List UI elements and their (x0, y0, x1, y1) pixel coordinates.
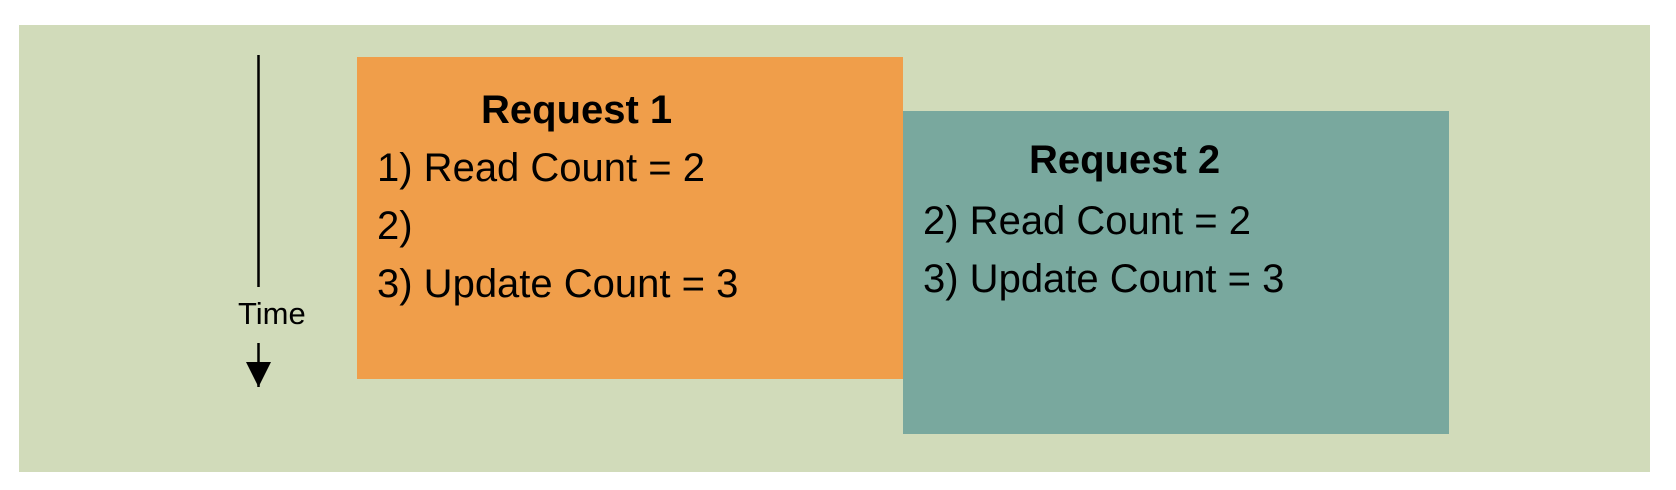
time-arrow (246, 55, 271, 387)
request-1-title: Request 1 (481, 88, 673, 132)
request-1-step-3: 3) Update Count = 3 (377, 262, 739, 306)
time-label: Time (238, 296, 306, 331)
diagram-canvas: Time Request 1 1) Read Count = 2 2) 3) U… (19, 25, 1650, 472)
request-1-box: Request 1 1) Read Count = 2 2) 3) Update… (357, 57, 903, 379)
request-2-title: Request 2 (1029, 138, 1221, 182)
request-2-step-2: 2) Read Count = 2 (923, 199, 1251, 243)
request-2-step-3: 3) Update Count = 3 (923, 257, 1285, 301)
request-1-step-1: 1) Read Count = 2 (377, 146, 705, 190)
request-1-step-2: 2) (377, 204, 413, 248)
time-arrowhead-icon (246, 362, 271, 387)
request-2-box: Request 2 2) Read Count = 2 3) Update Co… (903, 111, 1449, 434)
